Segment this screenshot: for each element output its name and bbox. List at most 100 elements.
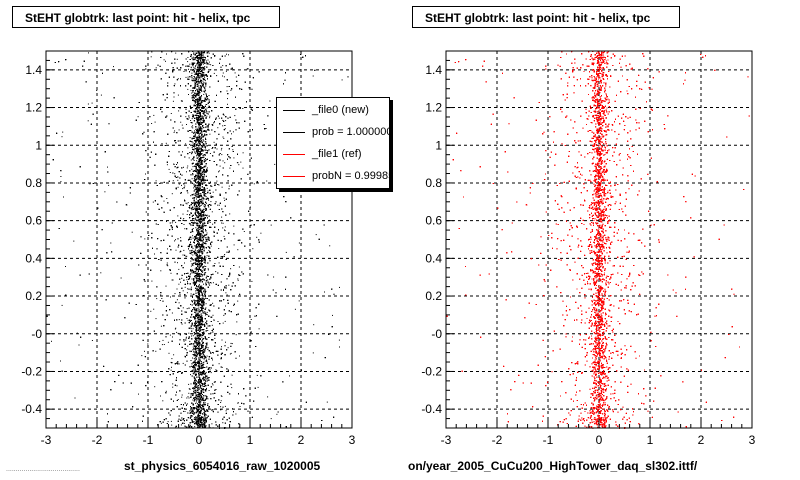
data-point [192, 125, 194, 127]
data-point [222, 256, 224, 258]
data-point [212, 384, 214, 386]
data-point [150, 310, 152, 312]
data-point [181, 396, 183, 398]
data-point [187, 88, 189, 90]
data-point [204, 382, 206, 384]
data-point [201, 60, 203, 62]
data-point [201, 264, 202, 265]
data-point [218, 248, 220, 249]
data-point [195, 327, 197, 328]
data-point [190, 286, 192, 288]
data-point [198, 58, 200, 60]
data-point [201, 384, 203, 386]
data-point [182, 307, 184, 309]
data-point [192, 421, 194, 423]
data-point [87, 120, 89, 122]
data-point [193, 165, 195, 167]
data-point [200, 86, 202, 87]
data-point [222, 136, 224, 138]
data-point [195, 126, 197, 128]
data-point [162, 339, 164, 341]
data-point [256, 374, 258, 376]
data-point [199, 362, 201, 364]
data-point [198, 242, 200, 244]
data-point [161, 344, 163, 346]
data-point [204, 154, 206, 156]
data-point [200, 329, 202, 331]
data-point [193, 365, 194, 366]
data-point [223, 114, 225, 116]
data-point [203, 361, 205, 363]
data-point [200, 110, 202, 112]
data-point [201, 316, 203, 318]
data-point [197, 206, 199, 207]
data-point [194, 342, 195, 344]
data-point [190, 212, 191, 214]
data-point [187, 192, 189, 194]
data-point [202, 146, 204, 148]
data-point [199, 163, 201, 165]
data-point [269, 100, 271, 102]
data-point [171, 366, 172, 368]
data-point [205, 190, 206, 192]
data-point [194, 62, 196, 64]
data-point [207, 279, 209, 281]
data-point [194, 197, 195, 199]
data-point [205, 196, 207, 198]
data-point [180, 281, 181, 283]
data-point [176, 164, 177, 165]
data-point [187, 345, 189, 347]
data-point [60, 176, 62, 177]
data-point [172, 220, 174, 222]
data-point [183, 249, 185, 251]
data-point [192, 183, 194, 184]
data-point [196, 287, 198, 289]
data-point [204, 379, 206, 381]
data-point [160, 422, 162, 424]
data-point [195, 95, 197, 97]
data-point [201, 299, 203, 300]
data-point [199, 397, 201, 398]
data-point [190, 406, 191, 407]
data-point [199, 351, 201, 352]
data-point [200, 70, 202, 72]
data-point [200, 424, 202, 426]
data-point [200, 103, 202, 105]
data-point [194, 152, 196, 154]
data-point [205, 207, 206, 209]
data-point [195, 348, 197, 350]
data-point [196, 155, 197, 157]
data-point [195, 72, 197, 74]
data-point [201, 217, 203, 219]
data-point [207, 379, 209, 381]
data-point [210, 245, 212, 247]
data-point [215, 117, 217, 119]
data-point [237, 300, 239, 302]
data-point [204, 273, 206, 275]
data-point [207, 403, 209, 405]
data-point [198, 159, 200, 161]
data-point [270, 418, 272, 420]
data-point [204, 134, 206, 136]
data-point [312, 352, 314, 354]
data-point [204, 78, 206, 80]
data-point [195, 219, 197, 221]
data-point [195, 397, 197, 399]
data-point [192, 415, 194, 417]
data-point [199, 402, 201, 404]
data-point [193, 53, 195, 55]
data-point [192, 95, 194, 97]
data-point [201, 115, 203, 117]
data-point [180, 192, 182, 194]
data-point [202, 371, 204, 373]
data-point [183, 218, 185, 219]
data-point [188, 222, 190, 224]
data-point [193, 94, 195, 96]
data-point [218, 262, 220, 264]
data-point [202, 84, 204, 86]
data-point [198, 387, 200, 389]
data-point [195, 234, 197, 236]
data-point [196, 285, 197, 287]
data-point [211, 423, 213, 425]
data-point [312, 75, 314, 77]
